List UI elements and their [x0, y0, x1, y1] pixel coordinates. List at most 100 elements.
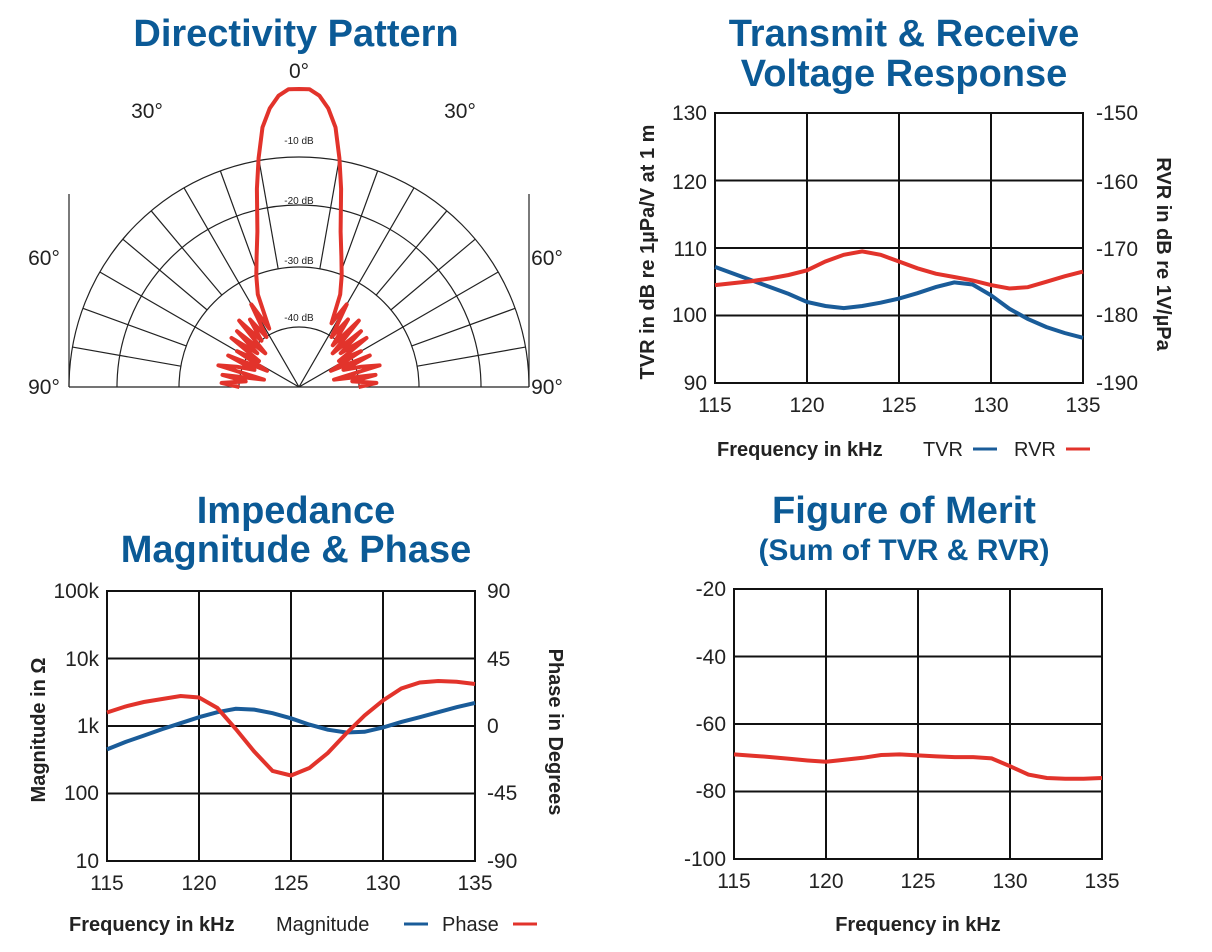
phase-line	[106, 678, 476, 778]
impedance-x-tick: 120	[181, 872, 216, 895]
polar-spoke	[339, 170, 379, 275]
fom-x-tick: 120	[808, 870, 843, 893]
polar-spoke	[122, 238, 208, 311]
tvr-x-tick: 115	[698, 394, 731, 417]
tvr-x-tick: 130	[973, 394, 1008, 417]
fom-y-tick: -20	[696, 578, 726, 601]
impedance-plot-frame	[106, 590, 476, 862]
tvr-y-tick: 100	[672, 304, 707, 327]
rvr-y-ticks: -150 -160 -170 -180 -190	[1096, 102, 1138, 395]
impedance-x-tick: 115	[90, 872, 123, 895]
legend-rvr-label: RVR	[1014, 439, 1056, 461]
impedance-x-axis-label: Frequency in kHz	[69, 914, 235, 936]
magnitude-y-tick: 10k	[65, 648, 99, 671]
fom-y-tick: -40	[696, 646, 726, 669]
impedance-x-tick: 125	[273, 872, 308, 895]
polar-spoke	[72, 346, 181, 367]
phase-y-tick: -45	[487, 782, 517, 805]
impedance-legend: Frequency in kHz Magnitude Phase	[69, 914, 537, 936]
tvr-y-tick: 130	[672, 102, 707, 125]
phase-y-tick: 0	[487, 715, 499, 738]
tvr-plot-frame	[714, 112, 1084, 384]
ring-label-10: -10 dB	[284, 136, 314, 147]
phase-y-tick: -90	[487, 850, 517, 873]
magnitude-line	[106, 700, 476, 752]
magnitude-y-tick: 10	[76, 850, 99, 873]
polar-ring	[178, 266, 420, 388]
legend-phase-label: Phase	[442, 914, 499, 936]
tvr-x-tick: 120	[789, 394, 824, 417]
fom-title: Figure of Merit	[772, 490, 1036, 532]
tvr-grid	[715, 113, 1083, 383]
fom-subtitle: (Sum of TVR & RVR)	[758, 534, 1049, 567]
tvr-x-ticks: 115 120 125 130 135	[698, 394, 1100, 417]
impedance-title-line1: Impedance	[197, 490, 396, 532]
rvr-y-tick: -190	[1096, 372, 1138, 395]
fom-y-tick: -80	[696, 780, 726, 803]
fom-x-tick: 135	[1084, 870, 1119, 893]
polar-spoke	[183, 187, 300, 388]
angle-label-90-left: 90°	[28, 376, 60, 399]
fom-y-tick: -100	[684, 848, 726, 871]
polar-spoke	[298, 271, 499, 388]
phase-y-tick: 45	[487, 648, 510, 671]
fom-line	[733, 752, 1103, 781]
fom-x-tick: 125	[900, 870, 935, 893]
magnitude-y-tick: 100k	[53, 580, 99, 603]
angle-label-0: 0°	[289, 60, 309, 83]
impedance-grid	[107, 591, 475, 861]
directivity-chart: Directivity Pattern -10 dB -20 dB -30 dB…	[28, 13, 563, 399]
tvr-y-tick: 120	[672, 171, 707, 194]
phase-y-axis-label: Phase in Degrees	[544, 649, 566, 816]
polar-ring	[116, 204, 482, 388]
rvr-y-tick: -170	[1096, 238, 1138, 261]
fom-x-tick: 130	[992, 870, 1027, 893]
polar-ring	[68, 156, 530, 388]
polar-spoke	[375, 210, 448, 296]
tvr-x-axis-label: Frequency in kHz	[717, 439, 883, 461]
fom-x-ticks: 115 120 125 130 135	[717, 870, 1119, 893]
legend-magnitude-label: Magnitude	[276, 914, 369, 936]
magnitude-y-axis-label: Magnitude in Ω	[28, 658, 50, 803]
polar-spoke	[150, 210, 223, 296]
rvr-y-tick: -160	[1096, 171, 1138, 194]
directivity-beam-line	[216, 87, 382, 389]
tvr-title-line1: Transmit & Receive	[729, 13, 1080, 55]
tvr-y-axis-label: TVR in dB re 1µPa/V at 1 m	[637, 125, 659, 380]
polar-spoke	[417, 346, 526, 367]
fom-grid	[734, 589, 1102, 859]
fom-y-tick: -60	[696, 713, 726, 736]
fom-chart: Figure of Merit (Sum of TVR & RVR) -20 -…	[684, 490, 1120, 936]
tvr-x-tick: 135	[1065, 394, 1100, 417]
tvr-y-tick: 90	[684, 372, 707, 395]
impedance-x-tick: 130	[365, 872, 400, 895]
ring-labels: -10 dB -20 dB -30 dB -40 dB	[284, 136, 314, 324]
ring-label-30: -30 dB	[284, 256, 314, 267]
polar-spoke	[411, 307, 516, 347]
fom-x-axis-label: Frequency in kHz	[835, 914, 1001, 936]
tvr-x-tick: 125	[881, 394, 916, 417]
impedance-x-tick: 135	[457, 872, 492, 895]
polar-spoke	[219, 170, 259, 275]
polar-grid	[68, 156, 530, 388]
polar-spoke	[298, 187, 415, 388]
impedance-x-ticks: 115 120 125 130 135	[90, 872, 492, 895]
rvr-line	[714, 249, 1084, 291]
phase-y-tick: 90	[487, 580, 510, 603]
angle-label-90-right: 90°	[531, 376, 563, 399]
fom-x-tick: 115	[717, 870, 750, 893]
ring-label-20: -20 dB	[284, 196, 314, 207]
angle-label-60-left: 60°	[28, 247, 60, 270]
fom-y-ticks: -20 -40 -60 -80 -100	[684, 578, 726, 871]
tvr-title-line2: Voltage Response	[741, 53, 1068, 95]
tvr-y-ticks: 130 120 110 100 90	[672, 102, 707, 395]
rvr-y-tick: -150	[1096, 102, 1138, 125]
phase-y-ticks: 90 45 0 -45 -90	[487, 580, 517, 873]
angle-label-60-right: 60°	[531, 247, 563, 270]
tvr-rvr-chart: Transmit & Receive Voltage Response 130 …	[637, 13, 1174, 461]
impedance-chart: Impedance Magnitude & Phase 100k 10k 1k …	[28, 490, 566, 936]
angle-label-30-right: 30°	[444, 100, 476, 123]
polar-spoke	[390, 238, 476, 311]
angle-label-30-left: 30°	[131, 100, 163, 123]
